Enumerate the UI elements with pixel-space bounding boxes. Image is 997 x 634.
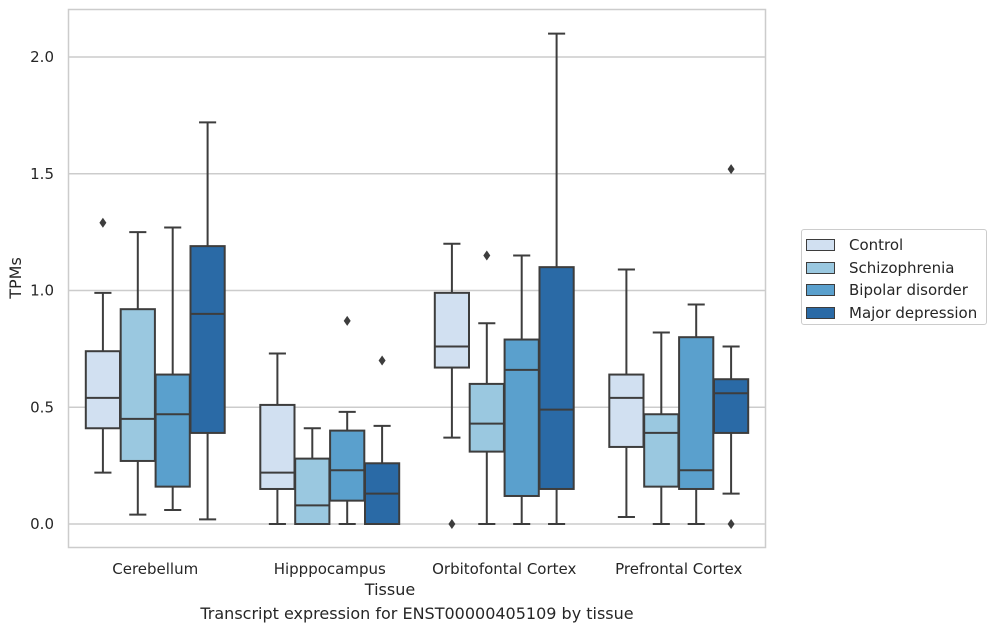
legend-label: Major depression	[849, 303, 978, 322]
iqr-box	[608, 373, 645, 448]
x-tick-label: Prefrontal Cortex	[615, 560, 742, 578]
box-schizophrenia	[294, 427, 331, 525]
box-bipolar-disorder	[503, 254, 540, 525]
box-bipolar-disorder	[154, 226, 191, 511]
iqr-box	[329, 429, 366, 502]
x-tick-labels: Cerebellum Hipppocampus Orbitofontal Corte…	[112, 560, 742, 578]
iqr-box	[678, 336, 715, 490]
x-tick-label: Cerebellum	[112, 560, 198, 578]
outlier-point	[727, 519, 735, 529]
legend-item: Major depression	[806, 302, 986, 325]
legend-swatch	[806, 239, 835, 252]
box-control	[608, 268, 645, 518]
y-tick-labels: 0.0 0.5 1.0 1.5 2.0	[30, 48, 54, 533]
outlier-point	[483, 250, 491, 261]
box-control	[433, 242, 471, 529]
box-control	[84, 217, 122, 474]
plot-frame	[67, 8, 767, 549]
box-major-depression	[363, 355, 401, 526]
iqr-box	[294, 457, 331, 525]
legend-item: Control	[806, 234, 986, 257]
x-axis-label: Tissue	[364, 580, 415, 599]
box-control	[259, 352, 296, 525]
outlier-point	[448, 519, 456, 529]
box-major-depression	[189, 121, 226, 521]
x-tick-label: Orbitofontal Cortex	[432, 560, 576, 578]
y-axis-label: TPMs	[6, 257, 25, 300]
chart-caption: Transcript expression for ENST0000040510…	[200, 604, 634, 623]
outlier-point	[727, 164, 735, 175]
iqr-box	[503, 338, 540, 497]
legend-item: Schizophrenia	[806, 257, 986, 280]
iqr-box	[468, 382, 505, 453]
y-tick-label: 2.0	[30, 48, 54, 66]
iqr-box	[259, 403, 296, 490]
box-schizophrenia	[643, 331, 680, 525]
outlier-point	[343, 315, 351, 326]
iqr-box	[643, 413, 680, 488]
box-schizophrenia	[468, 250, 505, 525]
boxes	[84, 32, 750, 529]
y-tick-label: 0.0	[30, 515, 54, 533]
iqr-box	[119, 308, 156, 462]
iqr-box	[154, 373, 191, 488]
y-tick-label: 1.0	[30, 282, 54, 300]
box-major-depression	[712, 164, 750, 529]
legend-label: Schizophrenia	[849, 258, 955, 277]
outlier-point	[99, 217, 107, 228]
legend-item: Bipolar disorder	[806, 279, 986, 302]
y-tick-label: 1.5	[30, 165, 54, 183]
legend: Control Schizophrenia Bipolar disorder Majo…	[801, 229, 987, 325]
iqr-box	[433, 291, 471, 369]
legend-label: Control	[849, 236, 904, 255]
legend-swatch	[806, 261, 835, 274]
legend-swatch	[806, 306, 835, 319]
iqr-box	[84, 350, 122, 430]
box-major-depression	[538, 32, 575, 525]
iqr-box	[189, 245, 226, 434]
legend-swatch	[806, 284, 835, 297]
x-tick-label: Hipppocampus	[274, 560, 386, 578]
iqr-box	[712, 378, 750, 434]
iqr-box	[538, 266, 575, 490]
outlier-point	[378, 355, 386, 366]
y-tick-label: 0.5	[30, 398, 54, 416]
box-bipolar-disorder	[329, 315, 366, 525]
box-schizophrenia	[119, 231, 156, 516]
legend-label: Bipolar disorder	[849, 281, 968, 300]
box-bipolar-disorder	[678, 303, 715, 525]
